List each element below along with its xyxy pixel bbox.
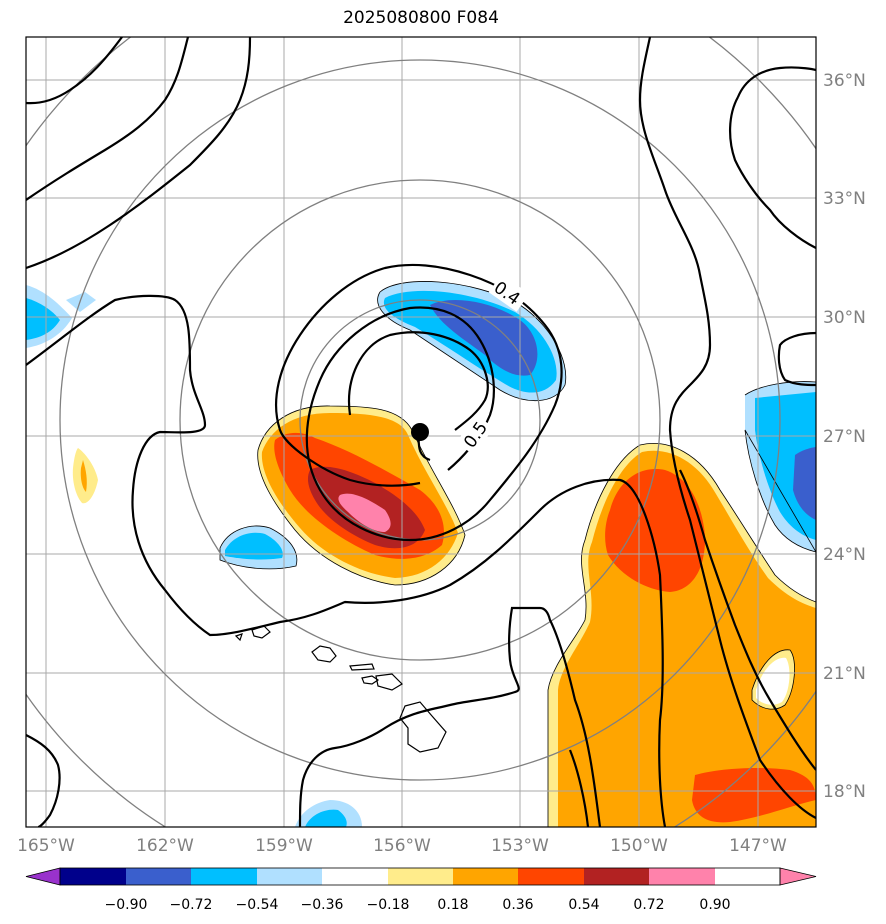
map-frame bbox=[25, 36, 817, 828]
colorbar-tick: 0.18 bbox=[437, 897, 468, 913]
colorbar-tick: 0.36 bbox=[502, 897, 533, 913]
colorbar-tick: 0.54 bbox=[568, 897, 599, 913]
colorbar-tick: −0.36 bbox=[301, 897, 344, 913]
lat-label: 18°N bbox=[823, 782, 866, 802]
colorbar-segment bbox=[453, 868, 518, 885]
colorbar-frame bbox=[59, 867, 781, 886]
colorbar-extend-low bbox=[25, 867, 61, 886]
storm-center-marker bbox=[411, 423, 429, 441]
colorbar-tick: −0.18 bbox=[367, 897, 410, 913]
lon-label: 165°W bbox=[17, 836, 75, 856]
lat-label: 36°N bbox=[823, 71, 866, 91]
colorbar-segment bbox=[322, 868, 388, 885]
lat-label: 21°N bbox=[823, 664, 866, 684]
lat-label: 30°N bbox=[823, 308, 866, 328]
colorbar-segment bbox=[126, 868, 191, 885]
colorbar-segment bbox=[60, 868, 126, 885]
colorbar-tick: 0.90 bbox=[699, 897, 730, 913]
coastlines bbox=[234, 625, 447, 753]
colorbar-tick-labels: −0.90 −0.72 −0.54 −0.36 −0.18 0.18 0.36 … bbox=[105, 897, 731, 913]
lon-label: 153°W bbox=[491, 836, 549, 856]
lat-tick-labels: 36°N 33°N 30°N 27°N 24°N 21°N 18°N bbox=[823, 71, 866, 802]
lat-label: 24°N bbox=[823, 545, 866, 565]
colorbar-segment bbox=[388, 868, 453, 885]
shade-outlines bbox=[219, 281, 816, 827]
lon-label: 156°W bbox=[373, 836, 431, 856]
colorbar-segment bbox=[191, 868, 257, 885]
lat-label: 33°N bbox=[823, 189, 866, 209]
colorbar-segment bbox=[257, 868, 322, 885]
lat-label: 27°N bbox=[823, 427, 866, 447]
lon-label: 159°W bbox=[255, 836, 313, 856]
contour-lines bbox=[26, 37, 816, 827]
lon-label: 147°W bbox=[729, 836, 787, 856]
colorbar-tick: −0.72 bbox=[170, 897, 213, 913]
colorbar-segment bbox=[584, 868, 649, 885]
lon-label: 150°W bbox=[610, 836, 668, 856]
map-area bbox=[26, 37, 816, 827]
colorbar-segment bbox=[518, 868, 584, 885]
colorbar-tick: −0.54 bbox=[236, 897, 279, 913]
colorbar-tick: −0.90 bbox=[105, 897, 148, 913]
colorbar-extend-high bbox=[779, 867, 817, 886]
colorbar-tick: 0.72 bbox=[633, 897, 664, 913]
colorbar-segment bbox=[649, 868, 715, 885]
lon-tick-labels: 165°W 162°W 159°W 156°W 153°W 150°W 147°… bbox=[17, 836, 787, 856]
map-title: 2025080800 F084 bbox=[343, 8, 499, 28]
lon-label: 162°W bbox=[136, 836, 194, 856]
colorbar bbox=[25, 867, 817, 886]
